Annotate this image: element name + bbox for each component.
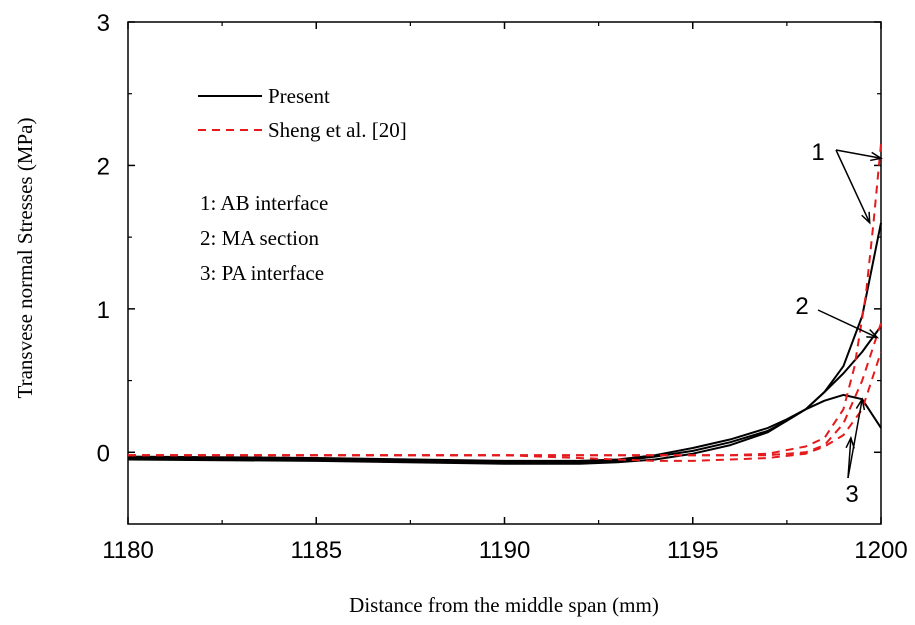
note-3: 3: PA interface (200, 261, 324, 285)
present-series-line-1 (127, 222, 882, 465)
y-tick-label: 0 (97, 440, 110, 467)
y-tick-label: 3 (97, 10, 110, 37)
x-tick-label: 1180 (102, 537, 154, 564)
legend-label-sheng: Sheng et al. [20] (268, 118, 407, 142)
annotation-arrow-head (861, 211, 871, 225)
annotation-label-1: 1 (811, 139, 824, 166)
note-2: 2: MA section (200, 226, 319, 250)
x-axis-label: Distance from the middle span (mm) (349, 593, 659, 617)
annotation-arrow-line (817, 309, 878, 339)
sheng-series-line-3 (128, 351, 882, 462)
legend: Present Sheng et al. [20] (198, 84, 407, 142)
present-series-line-3 (127, 393, 882, 462)
annotation-arrow-head (870, 151, 883, 162)
annotation-arrow-line (835, 149, 871, 224)
annotation-arrow-head (866, 329, 880, 339)
note-1: 1: AB interface (200, 191, 328, 215)
legend-label-present: Present (268, 84, 330, 108)
series-layer (127, 143, 882, 465)
annotation-arrow-head (845, 435, 855, 449)
annotation-label-3: 3 (845, 481, 858, 508)
annotation-layer (817, 149, 883, 479)
annotation-label-2: 2 (795, 293, 808, 320)
annotation-arrow-head (855, 397, 866, 411)
axis-ticks: 1180 1185 1190 1195 1200 0 1 2 3 (97, 10, 908, 564)
x-tick-label: 1200 (854, 537, 907, 564)
x-tick-label: 1195 (667, 537, 719, 564)
y-tick-label: 2 (97, 153, 110, 180)
x-tick-label: 1185 (290, 537, 342, 564)
y-axis-label: Transvese normal Stresses (MPa) (13, 118, 37, 399)
annotation-arrow-line (847, 399, 863, 479)
y-tick-label: 1 (97, 297, 110, 324)
x-tick-label: 1190 (479, 537, 531, 564)
notes: 1: AB interface 2: MA section 3: PA inte… (200, 191, 328, 285)
sheng-series-line-2 (128, 322, 882, 457)
present-series-line-2 (127, 325, 882, 464)
sheng-series-line-1 (128, 143, 882, 457)
annotation-arrow-line (835, 149, 882, 159)
